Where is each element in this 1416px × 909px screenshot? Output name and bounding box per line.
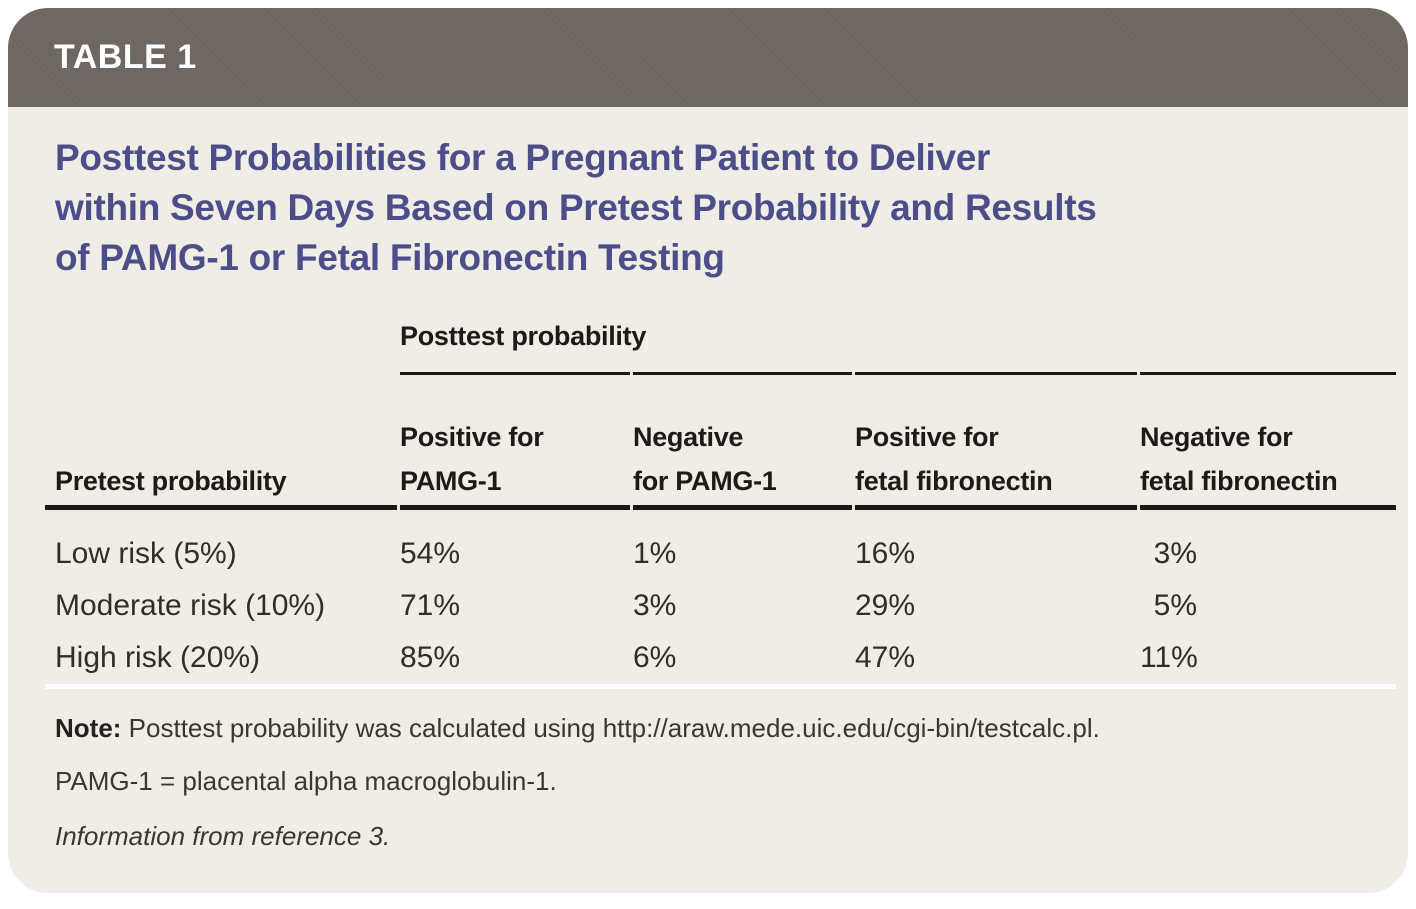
table-number-bar: TABLE 1 [8,8,1408,107]
data-table: Posttest probability Pretest probability… [45,303,1396,689]
cell-value: 54% [400,537,461,570]
cell-value: 1% [633,537,677,570]
table-figure-card: TABLE 1 Posttest Probabilities for a Pre… [8,8,1408,893]
col-header-negative-ffn: Negative for fetal fibronectin [1140,375,1396,510]
cell-value: 29% [855,589,916,622]
cell-value: 85% [400,641,461,674]
column-header-row: Pretest probability Positive for PAMG-1 … [45,375,1396,510]
cell-value-number: 11% [1140,641,1198,674]
group-header-cell: Posttest probability [400,303,646,375]
table-row-high-risk: High risk (20%) 85% 6% 47% 11% [45,632,1388,684]
group-header-row: Posttest probability [45,303,1396,375]
cell-value: 47% [855,641,916,674]
group-header-label: Posttest probability [400,321,647,351]
group-header-spacer [45,303,397,375]
table-note: Note: Posttest probability was calculate… [55,713,1388,743]
table-row-moderate-risk: Moderate risk (10%) 71% 3% 29% 5% [45,580,1388,632]
table-title: Posttest Probabilities for a Pregnant Pa… [55,137,1097,278]
table-row-low-risk: Low risk (5%) 54% 1% 16% 3% [45,528,1388,580]
table-bottom-rule [45,684,1396,689]
col-header-label: Positive for fetal fibronectin [855,422,1053,496]
table-number-label: TABLE 1 [54,38,197,76]
note-label: Note: [55,713,122,743]
group-rule-segment [1140,303,1396,375]
col-header-negative-pamg1: Negative for PAMG-1 [633,375,852,510]
figure-content: Posttest Probabilities for a Pregnant Pa… [8,133,1408,851]
group-rule-segment [855,303,1137,375]
col-header-label: Negative for PAMG-1 [633,422,777,496]
abbreviation-note: PAMG-1 = placental alpha macroglobulin-1… [55,766,557,796]
cell-value: 16% [855,537,916,570]
cell-value: 6% [633,641,677,674]
col-header-positive-ffn: Positive for fetal fibronectin [855,375,1137,510]
cell-value-number: 3% [1153,537,1197,570]
table-body: Low risk (5%) 54% 1% 16% 3% Moderate ris… [55,528,1388,684]
cell-value: 3% [633,589,677,622]
row-label: High risk (20%) [55,641,261,674]
group-rule-segment [633,303,852,375]
cell-value: 5% [1140,580,1396,632]
col-header-positive-pamg1: Positive for PAMG-1 [400,375,630,510]
note-text: Posttest probability was calculated usin… [128,713,1100,743]
cell-value: 11% [1140,632,1396,684]
col-header-label: Positive for PAMG-1 [400,422,544,496]
source-note: Information from reference 3. [55,821,391,851]
row-header-label: Pretest probability [55,466,287,496]
cell-value: 3% [1140,528,1396,580]
row-label: Moderate risk (10%) [55,589,326,622]
row-header-cell: Pretest probability [45,375,397,510]
row-label: Low risk (5%) [55,537,237,570]
col-header-label: Negative for fetal fibronectin [1140,422,1338,496]
cell-value-number: 5% [1153,589,1197,622]
cell-value: 71% [400,589,461,622]
